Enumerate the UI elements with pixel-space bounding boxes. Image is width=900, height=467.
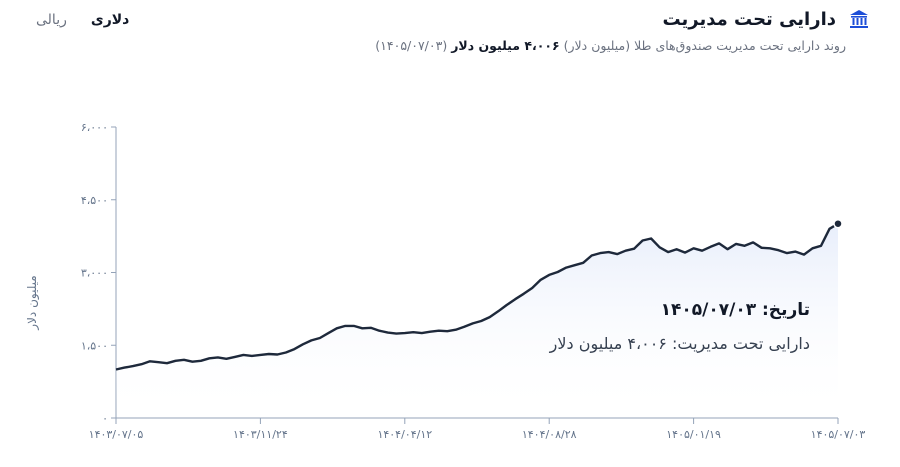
dollar-toggle-option[interactable]: دلاری xyxy=(90,12,130,28)
y-axis-title: میلیون دلار xyxy=(25,275,40,330)
y-tick-label: ۶،۰۰۰ xyxy=(81,121,108,134)
x-tick-label: ۱۴۰۳/۰۷/۰۵ xyxy=(89,428,144,441)
bank-icon xyxy=(848,8,870,30)
x-tick-label: ۱۴۰۴/۰۸/۲۸ xyxy=(522,428,577,441)
x-tick-label: ۱۴۰۵/۰۱/۱۹ xyxy=(666,428,721,441)
series-line xyxy=(115,222,839,371)
y-tick-label: ۰ xyxy=(102,412,108,425)
y-tick-label: ۱،۵۰۰ xyxy=(81,339,108,352)
y-tick-label: ۳،۰۰۰ xyxy=(81,267,108,280)
subtitle-date: (۱۴۰۵/۰۷/۰۳) xyxy=(375,38,448,53)
tooltip-date: تاریخ: ۱۴۰۵/۰۷/۰۳ xyxy=(660,300,810,320)
x-tick-label: ۱۴۰۴/۰۴/۱۲ xyxy=(377,428,432,441)
chart-subtitle: روند دارایی تحت مدیریت صندوق‌های طلا (می… xyxy=(375,38,846,53)
subtitle-description: روند دارایی تحت مدیریت صندوق‌های طلا (می… xyxy=(563,38,846,53)
x-tick-label: ۱۴۰۳/۱۱/۲۴ xyxy=(233,428,288,441)
last-point-marker xyxy=(833,218,843,229)
header: دارایی تحت مدیریت xyxy=(662,8,870,30)
rial-toggle-option[interactable]: ریالی xyxy=(36,12,67,28)
currency-toggle: ریالی دلاری xyxy=(36,12,129,28)
series-area xyxy=(116,223,838,418)
y-tick-label: ۴،۵۰۰ xyxy=(81,194,108,207)
tooltip-value: دارایی تحت مدیریت: ۴،۰۰۶ میلیون دلار xyxy=(549,334,810,353)
subtitle-value: ۴،۰۰۶ میلیون دلار xyxy=(451,38,560,53)
chart-tooltip: تاریخ: ۱۴۰۵/۰۷/۰۳ دارایی تحت مدیریت: ۴،۰… xyxy=(510,300,810,353)
x-tick-label: ۱۴۰۵/۰۷/۰۳ xyxy=(811,428,866,441)
page-title: دارایی تحت مدیریت xyxy=(662,8,836,30)
